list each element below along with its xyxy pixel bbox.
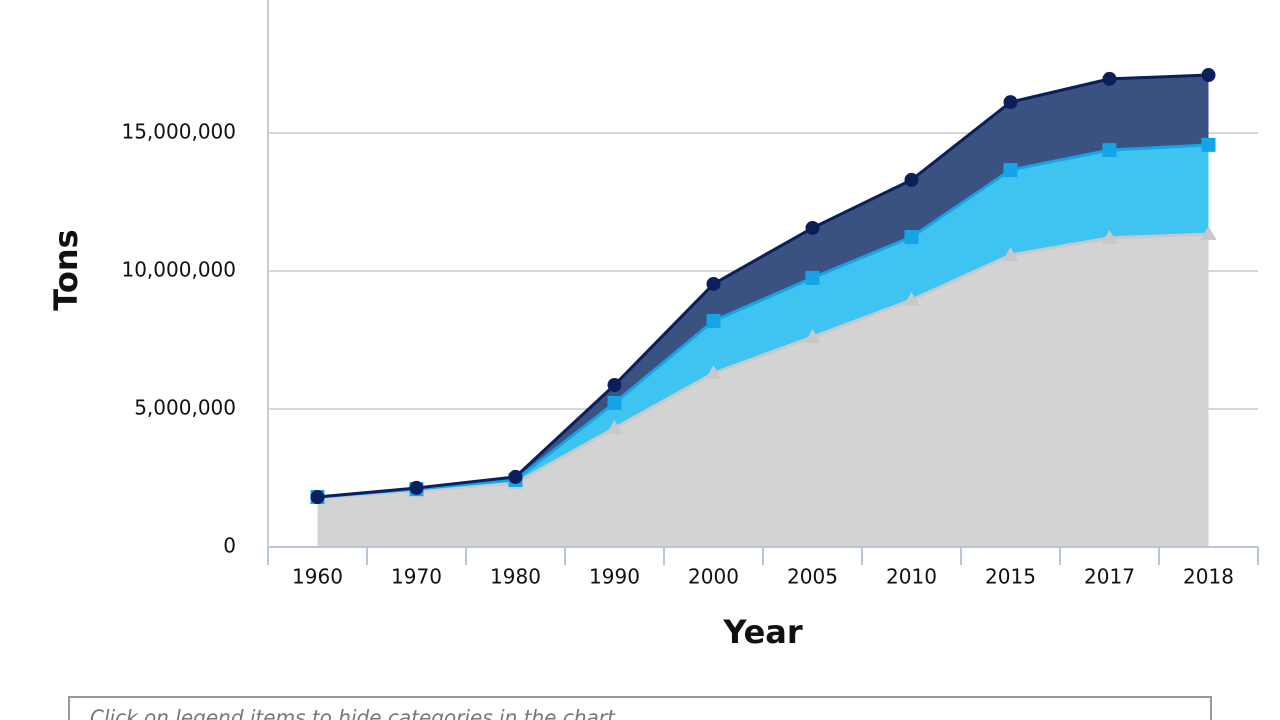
marker: [508, 469, 523, 484]
marker: [804, 328, 821, 343]
x-tick-label: 2010: [886, 565, 937, 589]
y-tick-label: 5,000,000: [134, 396, 236, 420]
marker: [805, 220, 820, 235]
series-line: [317, 143, 1209, 499]
marker: [903, 291, 920, 306]
x-tick-label: 2017: [1084, 565, 1135, 589]
marker: [1002, 246, 1019, 261]
x-tick-label: 1980: [490, 565, 541, 589]
marker: [1101, 229, 1118, 244]
area: [317, 234, 1209, 548]
marker: [1003, 95, 1018, 110]
y-tick-label: 10,000,000: [121, 258, 236, 282]
x-tick-label: 2018: [1183, 565, 1234, 589]
marker: [607, 377, 622, 392]
marker: [805, 270, 820, 285]
area: [317, 144, 1209, 498]
note-box: [68, 696, 1212, 720]
x-tick-label: 2005: [787, 565, 838, 589]
x-tick-label: 1960: [292, 565, 343, 589]
marker: [607, 395, 622, 410]
marker: [1201, 68, 1216, 83]
marker: [1003, 162, 1018, 177]
marker: [409, 480, 424, 495]
marker: [706, 313, 721, 328]
y-axis-title: Tons: [47, 229, 85, 310]
marker: [904, 172, 919, 187]
marker: [606, 420, 623, 435]
marker: [904, 230, 919, 245]
series-line: [317, 232, 1209, 500]
x-tick-label: 2015: [985, 565, 1036, 589]
y-tick-label: 0: [223, 534, 236, 558]
x-axis-title: Year: [722, 613, 803, 651]
marker: [1102, 143, 1117, 158]
x-tick-label: 1970: [391, 565, 442, 589]
x-tick-label: 2000: [688, 565, 739, 589]
series-line: [317, 73, 1209, 499]
marker: [1201, 137, 1216, 152]
marker: [1102, 71, 1117, 86]
x-tick-label: 1990: [589, 565, 640, 589]
marker: [705, 365, 722, 380]
y-tick-label: 15,000,000: [121, 120, 236, 144]
marker: [706, 276, 721, 291]
marker: [310, 490, 325, 505]
marker: [1200, 226, 1217, 241]
note: Click on legend items to hide categories…: [90, 706, 621, 720]
area: [317, 75, 1209, 498]
